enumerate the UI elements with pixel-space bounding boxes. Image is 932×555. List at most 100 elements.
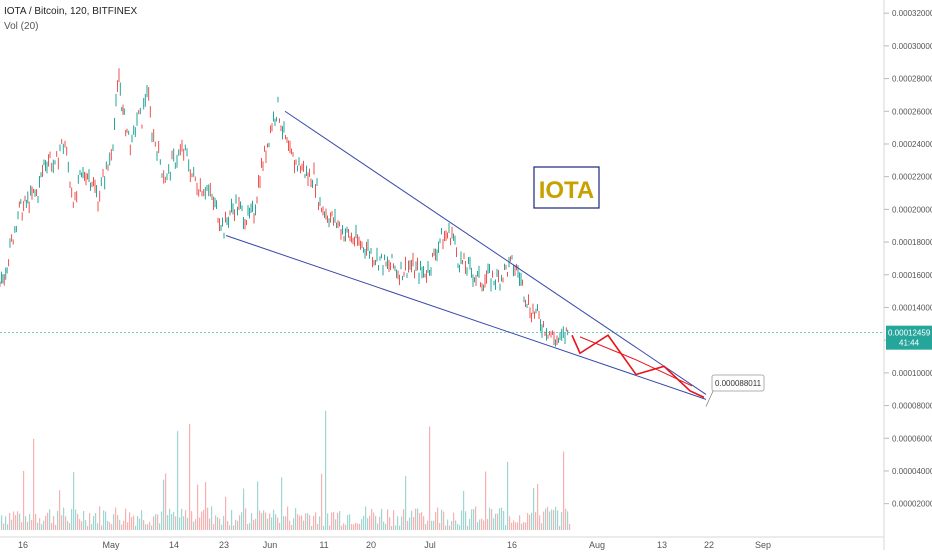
volume-bar: [281, 477, 283, 530]
volume-bar: [363, 515, 365, 530]
volume-bar: [153, 516, 155, 530]
volume-bar: [465, 511, 467, 530]
volume-bar: [315, 512, 317, 530]
volume-bar: [549, 511, 551, 530]
volume-bar: [547, 506, 549, 530]
volume-bar: [283, 516, 285, 530]
volume-bar: [489, 507, 491, 530]
x-tick-label: Jun: [263, 540, 278, 550]
volume-bar: [199, 517, 201, 530]
volume-indicator-label[interactable]: Vol (20): [4, 21, 39, 32]
volume-bar: [201, 511, 203, 530]
volume-bar: [289, 520, 291, 530]
volume-bar: [471, 509, 473, 530]
volume-bar: [279, 522, 281, 530]
volume-bar: [65, 516, 67, 530]
volume-bar: [29, 513, 31, 530]
y-tick-label: 0.000140000: [892, 303, 932, 312]
volume-bar: [193, 521, 195, 530]
trend-line[interactable]: [284, 110, 707, 395]
volume-bar: [461, 510, 463, 530]
volume-bar: [405, 476, 407, 530]
volume-bar: [87, 525, 89, 530]
volume-bar: [513, 520, 515, 530]
volume-bar: [491, 509, 493, 530]
x-tick-label: Sep: [755, 540, 771, 550]
volume-bar: [231, 509, 233, 530]
y-tick-label: 0.000220000: [892, 173, 932, 182]
projection-path[interactable]: [571, 334, 705, 399]
volume-bar: [177, 431, 179, 530]
volume-bar: [45, 515, 47, 530]
volume-bar: [345, 524, 347, 530]
volume-bar: [553, 510, 555, 530]
volume-bar: [545, 508, 547, 530]
volume-bar: [33, 438, 35, 530]
volume-bar: [249, 523, 251, 530]
volume-bar: [103, 510, 105, 530]
volume-bar: [427, 520, 429, 530]
volume-bar: [367, 518, 369, 530]
x-tick-label: Jul: [424, 540, 436, 550]
volume-bar: [157, 514, 159, 530]
volume-bar: [487, 519, 489, 530]
volume-bar: [1, 515, 3, 530]
volume-bar: [319, 516, 321, 530]
volume-bar: [335, 519, 337, 530]
volume-bar: [413, 516, 415, 530]
volume-bar: [525, 522, 527, 530]
volume-bar: [219, 518, 221, 530]
volume-bar: [39, 518, 41, 530]
y-tick-label: 0.000100000: [892, 369, 932, 378]
volume-bar: [21, 522, 23, 530]
volume-bar: [271, 517, 273, 530]
y-tick-label: 0.000200000: [892, 205, 932, 214]
symbol-title[interactable]: IOTA / Bitcoin, 120, BITFINEX: [4, 6, 138, 17]
volume-bar: [339, 511, 341, 530]
volume-bar: [77, 513, 79, 530]
volume-bar: [429, 426, 431, 530]
volume-bar: [179, 517, 181, 530]
y-tick-label: 0.000080000: [892, 402, 932, 411]
volume-bar: [211, 506, 213, 530]
volume-bar: [165, 473, 167, 530]
volume-bar: [215, 515, 217, 530]
volume-bar: [385, 523, 387, 530]
volume-bar: [533, 487, 535, 530]
volume-bar: [161, 511, 163, 530]
target-callout-label: 0.000088011: [715, 379, 762, 388]
volume-bar: [61, 515, 63, 530]
volume-bar: [115, 507, 117, 530]
volume-bar: [99, 506, 101, 530]
volume-bar: [421, 512, 423, 530]
volume-bar: [503, 510, 505, 530]
volume-bar: [287, 506, 289, 530]
volume-bar: [107, 520, 109, 530]
y-tick-label: 0.000060000: [892, 434, 932, 443]
volume-bar: [175, 516, 177, 530]
x-tick-label: 23: [219, 540, 229, 550]
volume-bar: [439, 523, 441, 530]
volume-bar: [393, 510, 395, 530]
volume-bar: [399, 525, 401, 530]
volume-bar: [353, 524, 355, 530]
volume-bar: [117, 515, 119, 530]
volume-bar: [435, 512, 437, 530]
volume-bar: [521, 523, 523, 530]
volume-bar: [49, 509, 51, 530]
volume-bar: [501, 507, 503, 530]
volume-bar: [307, 513, 309, 530]
volume-bar: [343, 523, 345, 530]
volume-bar: [265, 512, 267, 530]
iota-logo-box[interactable]: [533, 166, 600, 209]
volume-bar: [485, 471, 487, 530]
target-callout-box[interactable]: [711, 374, 765, 392]
volume-bar: [293, 518, 295, 530]
price-badge-value: 0.00012459: [888, 329, 931, 338]
target-callout-pointer: [705, 388, 715, 407]
volume-bar: [121, 524, 123, 530]
volume-bar: [475, 506, 477, 530]
trend-line[interactable]: [225, 235, 707, 400]
